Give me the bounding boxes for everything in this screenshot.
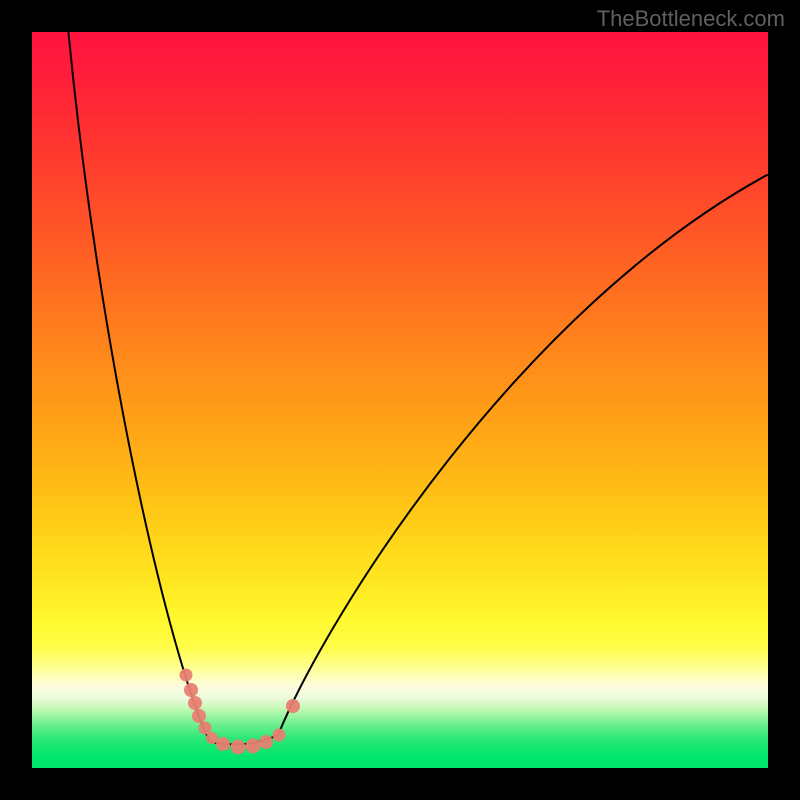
marker-point: [188, 696, 202, 710]
marker-point: [286, 699, 300, 713]
marker-point: [259, 735, 273, 749]
bottleneck-chart: TheBottleneck.com: [0, 0, 800, 800]
marker-point: [206, 732, 218, 744]
marker-point: [184, 683, 198, 697]
watermark-label: TheBottleneck.com: [597, 6, 785, 31]
gradient-background: [32, 32, 768, 768]
marker-point: [231, 740, 246, 755]
marker-point: [192, 709, 206, 723]
marker-point: [246, 739, 261, 754]
marker-point: [180, 669, 193, 682]
marker-point: [273, 729, 286, 742]
marker-point: [216, 737, 230, 751]
